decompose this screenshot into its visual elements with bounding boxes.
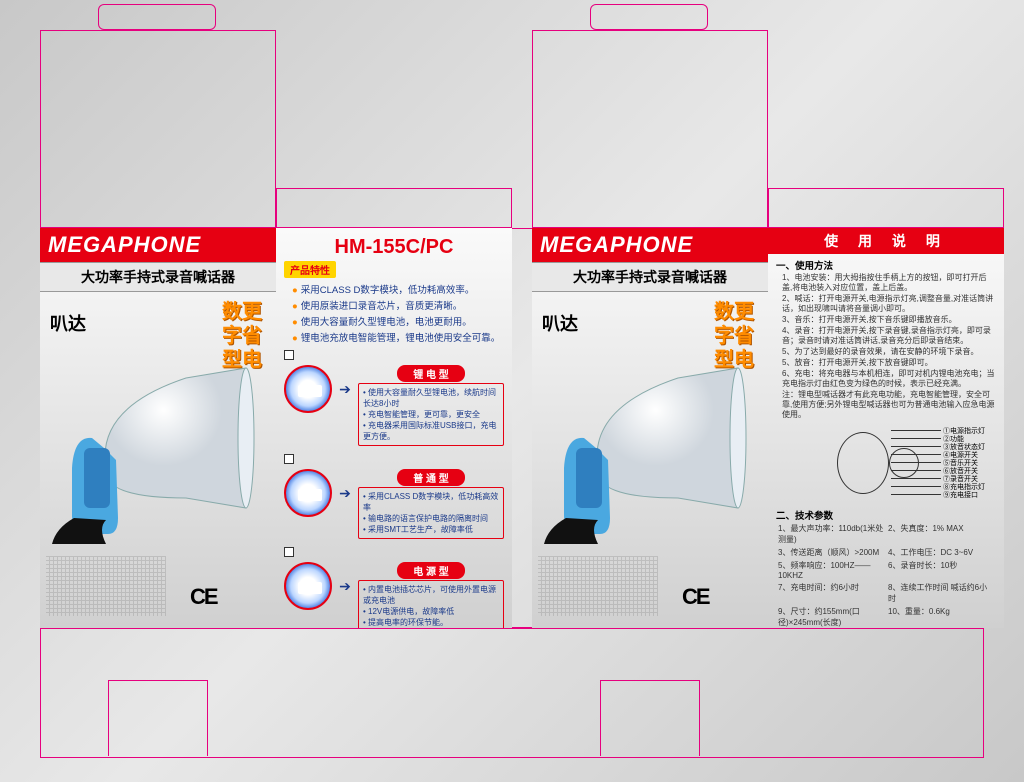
spec-item: 9、尺寸：约155mm(口径)×245mm(长度) <box>776 605 886 628</box>
spec-item: 5、频率响应：100HZ——10KHZ <box>776 559 886 581</box>
feature-list: 采用CLASS D数字模块，低功耗高效率。使用原装进口录音芯片，音质更清晰。使用… <box>284 282 504 344</box>
spec-item: 7、充电时间：约6小时 <box>776 581 886 605</box>
spec-item: 8、连续工作时间 喊话约6小时 <box>886 581 996 605</box>
kind-header <box>284 350 294 360</box>
usage-heading: 一、使用方法 <box>776 258 996 272</box>
spec-item: 3、传送距离（顺风）>200M <box>776 546 886 559</box>
brand-title: MEGAPHONE <box>40 228 276 262</box>
arrow-icon: ➔ <box>338 562 352 610</box>
panel-front-left: MEGAPHONE 大功率手持式录音喊话器 叭达 数更 字省 型电 CE <box>40 228 276 628</box>
usage-item: 5、为了达到最好的录音效果，请在安静的环境下录音。 <box>782 347 996 357</box>
feature-item: 采用CLASS D数字模块，低功耗高效率。 <box>292 282 504 296</box>
kind-row: ➔ 锂 电 型 使用大容量耐久型锂电池，续航时间长达8小时充电智能管理，更可靠，… <box>284 365 504 446</box>
kind-row: ➔ 普 通 型 采用CLASS D数字模块，低功耗高效率输电路的语言保护电路的隔… <box>284 469 504 539</box>
brand-title: MEGAPHONE <box>532 228 768 262</box>
kind-pill: 普 通 型 <box>397 469 465 486</box>
control-diagram: ①电源指示灯②功能③放音状态灯④电源开关⑤音乐开关⑥放音开关⑦录音开关⑧充电指示… <box>831 424 941 504</box>
usage-item: 6、充电：将充电器与本机相连，即可对机内锂电池充电；当充电指示灯由红色变为绿色的… <box>782 369 996 389</box>
ce-mark: CE <box>190 584 217 610</box>
spec-item: 6、录音时长：10秒 <box>886 559 996 581</box>
dot-pattern <box>46 556 166 616</box>
megaphone-illustration <box>538 348 748 548</box>
ce-mark: CE <box>682 584 709 610</box>
usage-item: 1、电池安装：用大拇指按住手柄上方的按钮，即可打开后盖,将电池装入对应位置，盖上… <box>782 273 996 293</box>
kind-header <box>284 454 294 464</box>
spec-item: 10、重量：0.6Kg <box>886 605 996 628</box>
kind-pill: 电 源 型 <box>397 562 465 579</box>
feature-item: 使用大容量耐久型锂电池，电池更耐用。 <box>292 314 504 328</box>
brand-subtitle: 大功率手持式录音喊话器 <box>532 262 768 292</box>
spec-item: 1、最大声功率：110db(1米处测量) <box>776 522 886 546</box>
feature-item: 使用原装进口录音芯片，音质更清晰。 <box>292 298 504 312</box>
features-label: 产品特性 <box>284 261 336 278</box>
kind-desc: 使用大容量耐久型锂电池，续航时间长达8小时充电智能管理，更可靠，更安全充电器采用… <box>358 383 504 446</box>
arrow-icon: ➔ <box>338 365 352 413</box>
brand-subtitle: 大功率手持式录音喊话器 <box>40 262 276 292</box>
instructions-title: 使 用 说 明 <box>768 228 1004 254</box>
usage-item: 2、喊话：打开电源开关,电源指示灯亮,调整音量,对准话筒讲话，如出现啸叫请将音量… <box>782 294 996 314</box>
panel-instructions: 使 用 说 明 一、使用方法 1、电池安装：用大拇指按住手柄上方的按钮，即可打开… <box>768 228 1004 628</box>
feature-item: 锂电池充放电智能管理，锂电池使用安全可靠。 <box>292 330 504 344</box>
kind-pill: 锂 电 型 <box>397 365 465 382</box>
kind-row: ➔ 电 源 型 内置电池插芯芯片，可使用外置电源或充电池12V电源供电，故障率低… <box>284 562 504 628</box>
spec-item: 2、失真度：1% MAX <box>886 522 996 546</box>
brand-logo-text: 叭达 <box>50 310 86 336</box>
usage-item: 3、音乐：打开电源开关,按下音乐键即播放音乐。 <box>782 315 996 325</box>
dot-pattern <box>538 556 658 616</box>
brand-logo-text: 叭达 <box>542 310 578 336</box>
kind-desc: 内置电池插芯芯片，可使用外置电源或充电池12V电源供电，故障率低提高电率的环保节… <box>358 580 504 628</box>
panel-front-right: MEGAPHONE 大功率手持式录音喊话器 叭达 数更 字省 型电 CE <box>532 228 768 628</box>
specs-heading: 二、技术参数 <box>776 508 996 522</box>
kind-illustration <box>284 469 332 517</box>
kind-illustration <box>284 562 332 610</box>
kind-illustration <box>284 365 332 413</box>
model-number: HM-155C/PC <box>284 236 504 259</box>
megaphone-illustration <box>46 348 256 548</box>
usage-item: 5、放音：打开电源开关,按下放音键即可。 <box>782 358 996 368</box>
kind-list: ➔ 锂 电 型 使用大容量耐久型锂电池，续航时间长达8小时充电智能管理，更可靠，… <box>284 346 504 628</box>
usage-item: 注：锂电型喊话器才有此充电功能，充电智能管理，安全可靠,使用方便;另外锂电型喊话… <box>782 390 996 420</box>
specs-grid: 1、最大声功率：110db(1米处测量)2、失真度：1% MAX3、传送距离（顺… <box>776 522 996 628</box>
panel-kinds: HM-155C/PC 产品特性 采用CLASS D数字模块，低功耗高效率。使用原… <box>276 228 512 628</box>
arrow-icon: ➔ <box>338 469 352 517</box>
diagram-label: ⑨充电接口 <box>943 490 978 500</box>
usage-list: 1、电池安装：用大拇指按住手柄上方的按钮，即可打开后盖,将电池装入对应位置，盖上… <box>776 273 996 420</box>
kind-desc: 采用CLASS D数字模块，低功耗高效率输电路的语言保护电路的隔离时间采用SMT… <box>358 487 504 539</box>
kind-header <box>284 547 294 557</box>
spec-item: 4、工作电压：DC 3~6V <box>886 546 996 559</box>
usage-item: 4、录音：打开电源开关,按下录音键,录音指示灯亮，即可录音；录音时请对准话筒讲话… <box>782 326 996 346</box>
